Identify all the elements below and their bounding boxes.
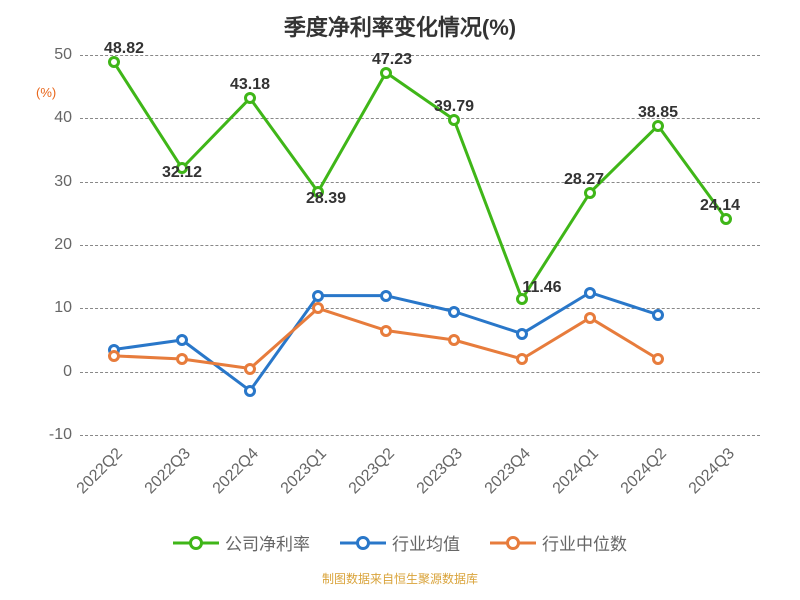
legend-swatch xyxy=(490,536,536,550)
series-line-公司净利率 xyxy=(114,62,726,299)
legend-marker-icon xyxy=(506,536,520,550)
y-tick-label: 50 xyxy=(40,46,72,64)
data-label: 43.18 xyxy=(230,76,270,94)
data-marker xyxy=(380,325,392,337)
legend: 公司净利率 行业均值 行业中位数 xyxy=(0,530,800,555)
data-marker xyxy=(312,290,324,302)
data-marker xyxy=(244,363,256,375)
data-label: 24.14 xyxy=(700,197,740,215)
x-tick-label: 2024Q2 xyxy=(618,445,671,498)
series-line-行业均值 xyxy=(114,293,658,391)
data-marker xyxy=(516,353,528,365)
legend-label: 公司净利率 xyxy=(225,530,310,555)
x-tick-label: 2024Q1 xyxy=(550,445,603,498)
y-tick-label: 20 xyxy=(40,236,72,254)
legend-item: 行业中位数 xyxy=(490,530,627,555)
x-tick-label: 2022Q4 xyxy=(210,445,263,498)
data-label: 48.82 xyxy=(104,40,144,58)
chart-title: 季度净利率变化情况(%) xyxy=(0,10,800,42)
data-marker xyxy=(584,312,596,324)
legend-swatch xyxy=(173,536,219,550)
x-tick-label: 2022Q2 xyxy=(74,445,127,498)
data-label: 28.39 xyxy=(306,190,346,208)
gridline xyxy=(80,435,760,436)
data-marker xyxy=(380,290,392,302)
data-marker xyxy=(448,306,460,318)
x-tick-label: 2023Q2 xyxy=(346,445,399,498)
x-tick-label: 2023Q4 xyxy=(482,445,535,498)
y-tick-label: 40 xyxy=(40,109,72,127)
series-line-行业中位数 xyxy=(114,308,658,368)
data-label: 32.12 xyxy=(162,164,202,182)
x-tick-label: 2023Q1 xyxy=(278,445,331,498)
legend-item: 公司净利率 xyxy=(173,530,310,555)
plot-area: -10010203040502022Q22022Q32022Q42023Q120… xyxy=(80,55,760,435)
data-label: 28.27 xyxy=(564,171,604,189)
data-marker xyxy=(516,328,528,340)
y-tick-label: -10 xyxy=(40,426,72,444)
y-tick-label: 10 xyxy=(40,299,72,317)
y-tick-label: 30 xyxy=(40,173,72,191)
y-axis-label: (%) xyxy=(36,85,56,100)
data-marker xyxy=(176,334,188,346)
data-label: 38.85 xyxy=(638,104,678,122)
legend-label: 行业中位数 xyxy=(542,530,627,555)
x-tick-label: 2023Q3 xyxy=(414,445,467,498)
legend-item: 行业均值 xyxy=(340,530,460,555)
data-marker xyxy=(312,302,324,314)
data-marker xyxy=(448,334,460,346)
chart-footer: 制图数据来自恒生聚源数据库 xyxy=(0,570,800,587)
data-label: 47.23 xyxy=(372,51,412,69)
y-tick-label: 0 xyxy=(40,363,72,381)
data-marker xyxy=(652,353,664,365)
data-marker xyxy=(176,353,188,365)
data-marker xyxy=(108,350,120,362)
legend-marker-icon xyxy=(189,536,203,550)
data-marker xyxy=(584,287,596,299)
legend-marker-icon xyxy=(356,536,370,550)
data-marker xyxy=(652,309,664,321)
legend-swatch xyxy=(340,536,386,550)
data-label: 39.79 xyxy=(434,98,474,116)
x-tick-label: 2024Q3 xyxy=(686,445,739,498)
data-label: 11.46 xyxy=(522,279,561,297)
legend-label: 行业均值 xyxy=(392,530,460,555)
x-tick-label: 2022Q3 xyxy=(142,445,195,498)
data-marker xyxy=(244,385,256,397)
